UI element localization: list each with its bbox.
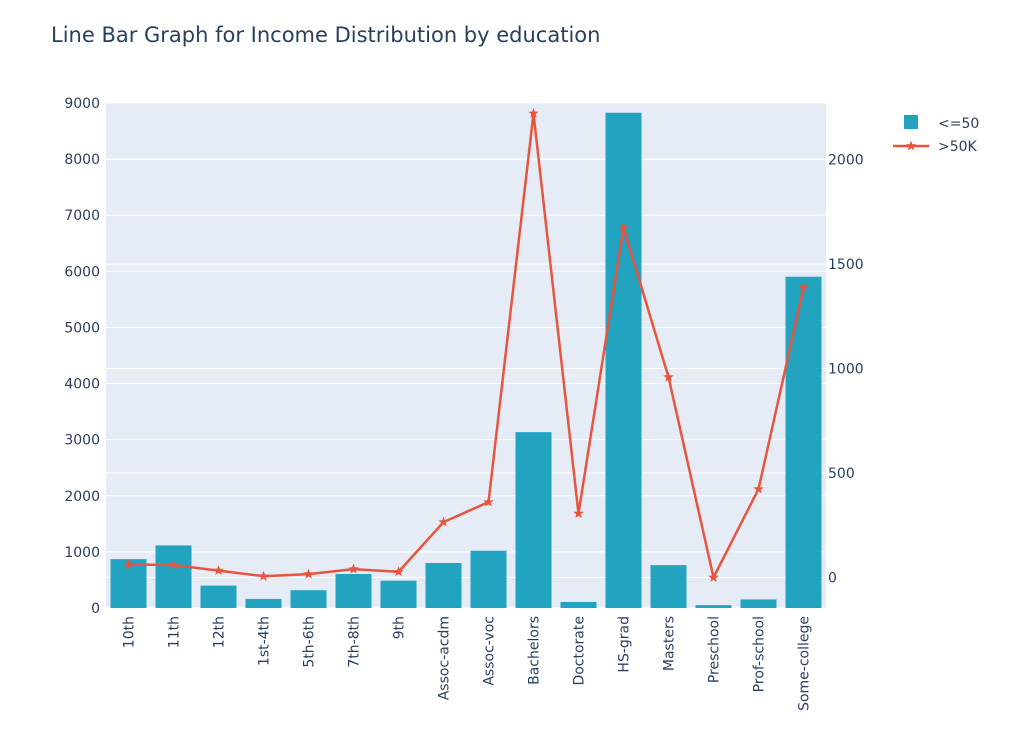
left-tick-label: 9000: [64, 96, 100, 112]
left-axis-ticks: 0 1000 2000 3000 4000 5000 6000 7000 8000 9000: [64, 96, 100, 617]
line-series: [123, 107, 809, 582]
right-tick-label: 0: [828, 570, 837, 586]
line-point-11th: [168, 559, 179, 570]
chart-title: Line Bar Graph for Income Distribution b…: [51, 23, 600, 47]
bar-11th: [155, 545, 192, 608]
line-point-1st-4th: [258, 570, 269, 581]
line-point-Doctorate: [573, 508, 584, 519]
right-tick-label: 1500: [828, 257, 864, 273]
x-tick-label: 1st-4th: [257, 616, 273, 666]
line-point-Masters: [663, 371, 674, 382]
x-tick-label: Doctorate: [572, 616, 588, 686]
x-tick-label: 7th-8th: [347, 616, 363, 668]
line-path: [128, 112, 805, 579]
line-point-9th: [393, 566, 404, 577]
right-gridlines: [106, 159, 826, 578]
x-tick-label: Prof-school: [752, 616, 768, 692]
bar-Prof-school: [740, 599, 777, 608]
line-point-HS-grad: [618, 222, 629, 232]
bar-HS-grad: [605, 112, 642, 608]
x-tick-label: 10th: [122, 616, 138, 648]
line-point-Preschool: [708, 572, 719, 582]
bar-7th-8th: [335, 573, 372, 608]
line-point-7th-8th: [348, 563, 359, 574]
right-axis-ticks: 0 500 1000 1500 2000: [828, 153, 864, 587]
bar-10th: [110, 559, 147, 608]
line-point-Assoc-voc: [483, 496, 494, 507]
left-tick-label: 4000: [64, 377, 100, 393]
bar-Some-college: [785, 276, 822, 608]
legend: <=50 >50K: [893, 115, 979, 155]
x-axis-ticks: 10th 11th 12th 1st-4th 5th-6th 7th-8th 9th Asso…: [122, 616, 813, 711]
x-tick-label: 9th: [392, 616, 408, 639]
right-tick-label: 500: [828, 466, 855, 482]
left-tick-label: 2000: [64, 489, 100, 505]
x-tick-label: Preschool: [707, 616, 723, 683]
left-tick-label: 6000: [64, 264, 100, 280]
line-point-Some-college: [798, 282, 809, 293]
bar-1st-4th: [245, 598, 282, 608]
line-point-10th: [123, 559, 134, 569]
x-tick-label: HS-grad: [617, 616, 633, 673]
line-point-12th: [213, 565, 224, 576]
line-point-Bachelors: [528, 107, 539, 118]
bar-9th: [380, 580, 417, 608]
bar-Assoc-acdm: [425, 562, 462, 608]
right-tick-label: 2000: [828, 153, 864, 169]
line-point-Prof-school: [753, 483, 764, 494]
bar-Bachelors: [515, 432, 552, 608]
bar-5th-6th: [290, 590, 327, 608]
line-point-Assoc-acdm: [438, 516, 449, 527]
x-tick-label: Assoc-voc: [482, 616, 498, 686]
left-tick-label: 0: [91, 601, 100, 617]
x-tick-label: 5th-6th: [302, 616, 318, 668]
bar-12th: [200, 585, 237, 608]
bar-Preschool: [695, 605, 732, 608]
x-tick-label: Bachelors: [527, 616, 543, 685]
line-point-5th-6th: [303, 568, 314, 579]
bar-Masters: [650, 565, 687, 608]
left-gridlines: [106, 102, 826, 609]
bar-Assoc-voc: [470, 550, 507, 608]
left-tick-label: 3000: [64, 433, 100, 449]
left-tick-label: 5000: [64, 320, 100, 336]
legend-bar-label: <=50: [938, 116, 979, 132]
legend-star-marker: [905, 140, 917, 151]
x-tick-label: Some-college: [797, 616, 813, 711]
bar-series: [110, 112, 822, 608]
legend-bar-swatch: [904, 115, 918, 129]
left-tick-label: 7000: [64, 208, 100, 224]
left-tick-label: 1000: [64, 545, 100, 561]
legend-line-label: >50K: [938, 139, 978, 155]
left-tick-label: 8000: [64, 152, 100, 168]
x-tick-label: 12th: [212, 616, 228, 648]
x-tick-label: Masters: [662, 616, 678, 671]
x-tick-label: 11th: [167, 616, 183, 648]
bar-Doctorate: [560, 601, 597, 608]
x-tick-label: Assoc-acdm: [437, 616, 453, 700]
plot-area: [106, 103, 826, 608]
right-tick-label: 1000: [828, 362, 864, 378]
